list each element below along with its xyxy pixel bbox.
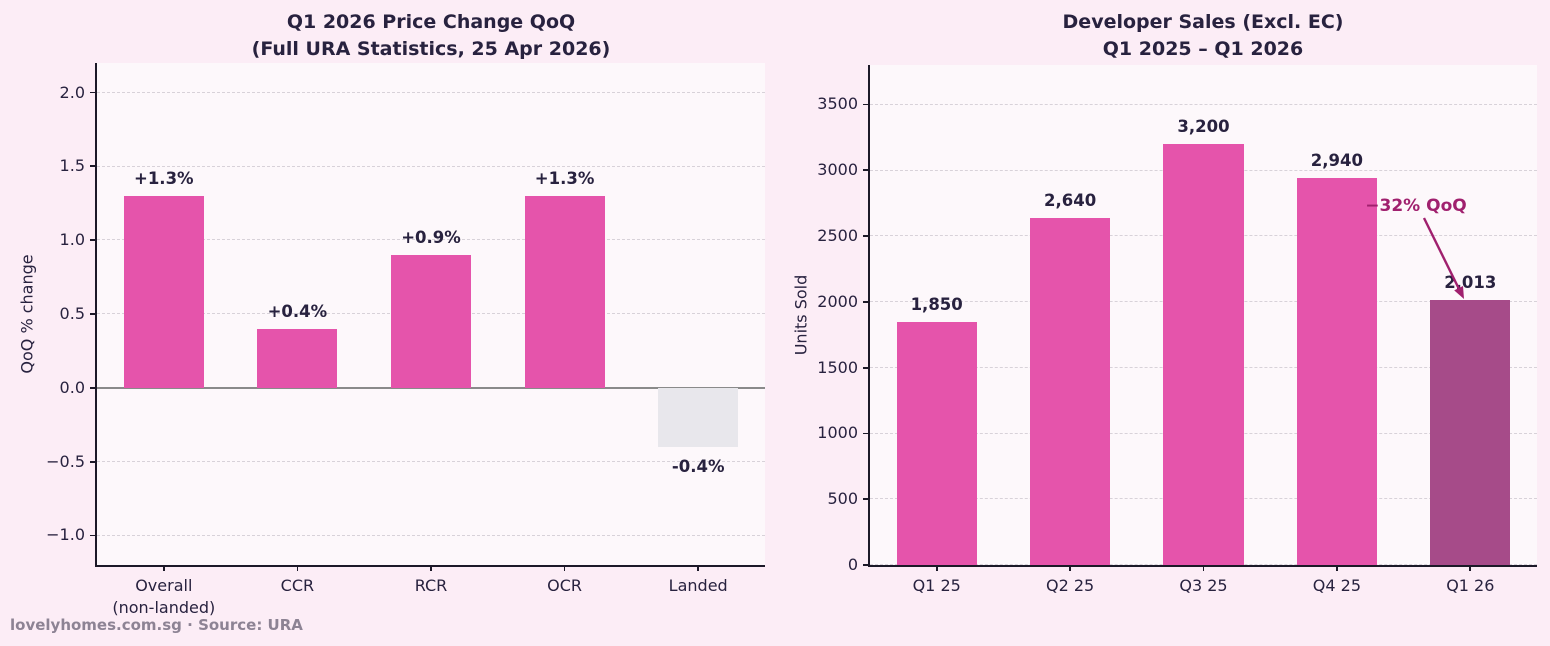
gridline <box>870 103 1537 105</box>
bar-value-label: 3,200 <box>1177 116 1230 136</box>
qoq-annotation: −32% QoQ <box>1365 196 1467 216</box>
y-tick-label: 1500 <box>817 357 858 377</box>
bar-value-label: 1,850 <box>910 294 963 314</box>
bar <box>896 321 977 565</box>
x-tick-label: Q3 25 <box>1179 576 1228 595</box>
bar-value-label: -0.4% <box>671 456 725 476</box>
y-tick-label: 500 <box>827 489 858 509</box>
y-tick-mark <box>863 366 870 369</box>
y-tick-label: 0.0 <box>59 377 85 397</box>
gridline <box>97 165 765 167</box>
x-tick-label: Q2 25 <box>1045 576 1095 595</box>
x-tick-label: Q4 25 <box>1312 576 1361 595</box>
y-tick-label: 1000 <box>817 423 858 443</box>
y-tick-label: −0.5 <box>46 451 85 471</box>
y-tick-label: −1.0 <box>46 525 85 545</box>
x-tick-mark <box>296 565 299 571</box>
x-tick-label: OCR <box>547 576 583 595</box>
bar-value-label: +0.4% <box>267 301 328 321</box>
y-tick-mark <box>90 534 97 537</box>
x-tick-label: RCR <box>414 576 448 595</box>
y-tick-mark <box>863 169 870 172</box>
gridline <box>97 239 765 241</box>
chart-title-line1: Developer Sales (Excl. EC) <box>1062 11 1344 33</box>
bar <box>123 195 204 388</box>
bar-value-label: +0.9% <box>401 227 461 247</box>
gridline <box>97 534 765 536</box>
x-tick-label: Q1 26 <box>1446 576 1495 595</box>
y-tick-mark <box>863 564 870 566</box>
bar <box>1163 143 1244 565</box>
y-tick-mark <box>90 313 97 315</box>
y-tick-label: 0.5 <box>59 304 85 323</box>
chart-title-line2: (Full URA Statistics, 25 Apr 2026) <box>251 38 611 60</box>
y-tick-label: 2000 <box>817 291 858 311</box>
y-tick-mark <box>90 460 97 463</box>
y-tick-label: 2500 <box>817 226 858 246</box>
bar-value-label: +1.3% <box>134 168 194 188</box>
bar <box>524 195 605 388</box>
bar <box>257 328 338 388</box>
y-tick-mark <box>863 432 870 435</box>
y-tick-mark <box>90 386 97 389</box>
y-tick-mark <box>90 165 97 168</box>
x-tick-label: CCR <box>280 576 315 595</box>
gridline <box>97 91 765 93</box>
developer-sales-chart-title: Developer Sales (Excl. EC) Q1 2025 – Q1 … <box>853 9 1550 63</box>
x-tick-mark <box>697 565 700 571</box>
y-axis-label-units-sold: Units Sold <box>791 274 811 356</box>
y-tick-label: 3000 <box>817 160 858 180</box>
x-tick-mark <box>1336 565 1338 571</box>
price-change-chart-title: Q1 2026 Price Change QoQ (Full URA Stati… <box>81 9 781 63</box>
x-tick-mark <box>935 565 938 571</box>
y-tick-label: 2.0 <box>59 82 85 102</box>
y-tick-mark <box>90 239 97 242</box>
gridline <box>97 460 765 462</box>
bar <box>658 387 739 447</box>
x-tick-mark <box>430 565 432 571</box>
source-attribution: lovelyhomes.com.sg · Source: URA <box>10 616 303 634</box>
x-tick-mark <box>563 565 566 571</box>
bar <box>390 254 472 388</box>
y-tick-label: 3500 <box>817 94 858 114</box>
x-tick-mark <box>1202 565 1205 571</box>
chart-title-line1: Q1 2026 Price Change QoQ <box>286 11 576 33</box>
y-tick-label: 0 <box>847 555 858 574</box>
chart-title-line2: Q1 2025 – Q1 2026 <box>1102 38 1304 60</box>
y-axis-spine <box>868 65 870 567</box>
zero-line <box>97 386 765 389</box>
y-tick-mark <box>863 300 870 303</box>
y-tick-mark <box>90 91 97 94</box>
x-axis-spine <box>95 565 765 567</box>
annotation-arrow-icon <box>1422 217 1464 299</box>
bar-value-label: 2,940 <box>1310 151 1363 171</box>
bar <box>1030 217 1111 565</box>
y-tick-mark <box>863 235 870 237</box>
x-axis-spine <box>868 565 1537 567</box>
y-axis-spine <box>95 63 97 567</box>
x-tick-label: Overall (non-landed) <box>112 576 216 617</box>
bar <box>1430 300 1511 565</box>
y-tick-mark <box>863 103 870 106</box>
y-tick-label: 1.0 <box>59 230 85 250</box>
x-tick-mark <box>1069 565 1071 571</box>
bar <box>1296 178 1377 565</box>
bar-value-label: +1.3% <box>534 168 595 188</box>
x-tick-label: Q1 25 <box>912 576 961 595</box>
x-tick-label: Landed <box>668 576 728 595</box>
y-tick-label: 1.5 <box>59 156 85 176</box>
x-tick-mark <box>162 565 165 571</box>
x-tick-mark <box>1469 565 1472 571</box>
y-tick-mark <box>863 498 870 501</box>
bar-value-label: 2,640 <box>1043 190 1097 210</box>
